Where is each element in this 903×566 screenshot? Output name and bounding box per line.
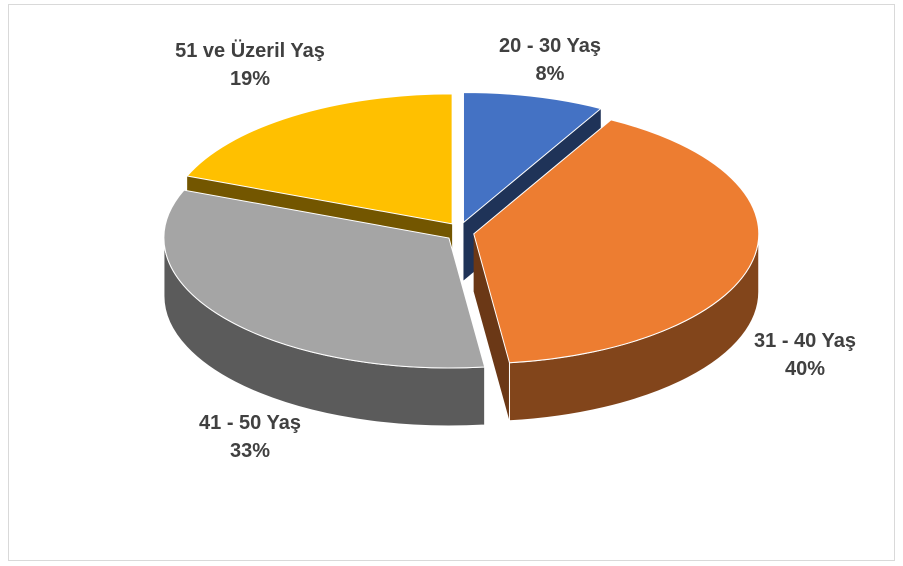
data-label: 51 ve Üzeril Yaş 19% — [175, 37, 325, 93]
pie-slice — [186, 93, 453, 225]
value-label: 40% — [784, 358, 826, 380]
value-label: 8% — [535, 63, 565, 85]
value-label: 19% — [229, 68, 271, 90]
category-label: 51 ve Üzeril Yaş — [175, 40, 325, 62]
data-label: 20 - 30 Yaş 8% — [475, 32, 625, 88]
category-label: 41 - 50 Yaş — [199, 412, 301, 434]
category-label: 31 - 40 Yaş — [754, 330, 856, 352]
slice-cut-side — [473, 233, 510, 421]
pie-slice — [462, 92, 602, 224]
category-label: 20 - 30 Yaş — [499, 35, 601, 57]
data-label: 41 - 50 Yaş 33% — [175, 409, 325, 465]
data-label: 31 - 40 Yaş 40% — [730, 327, 880, 383]
pie-slice — [163, 189, 486, 369]
value-label: 33% — [229, 440, 271, 462]
pie-slice — [473, 119, 760, 364]
